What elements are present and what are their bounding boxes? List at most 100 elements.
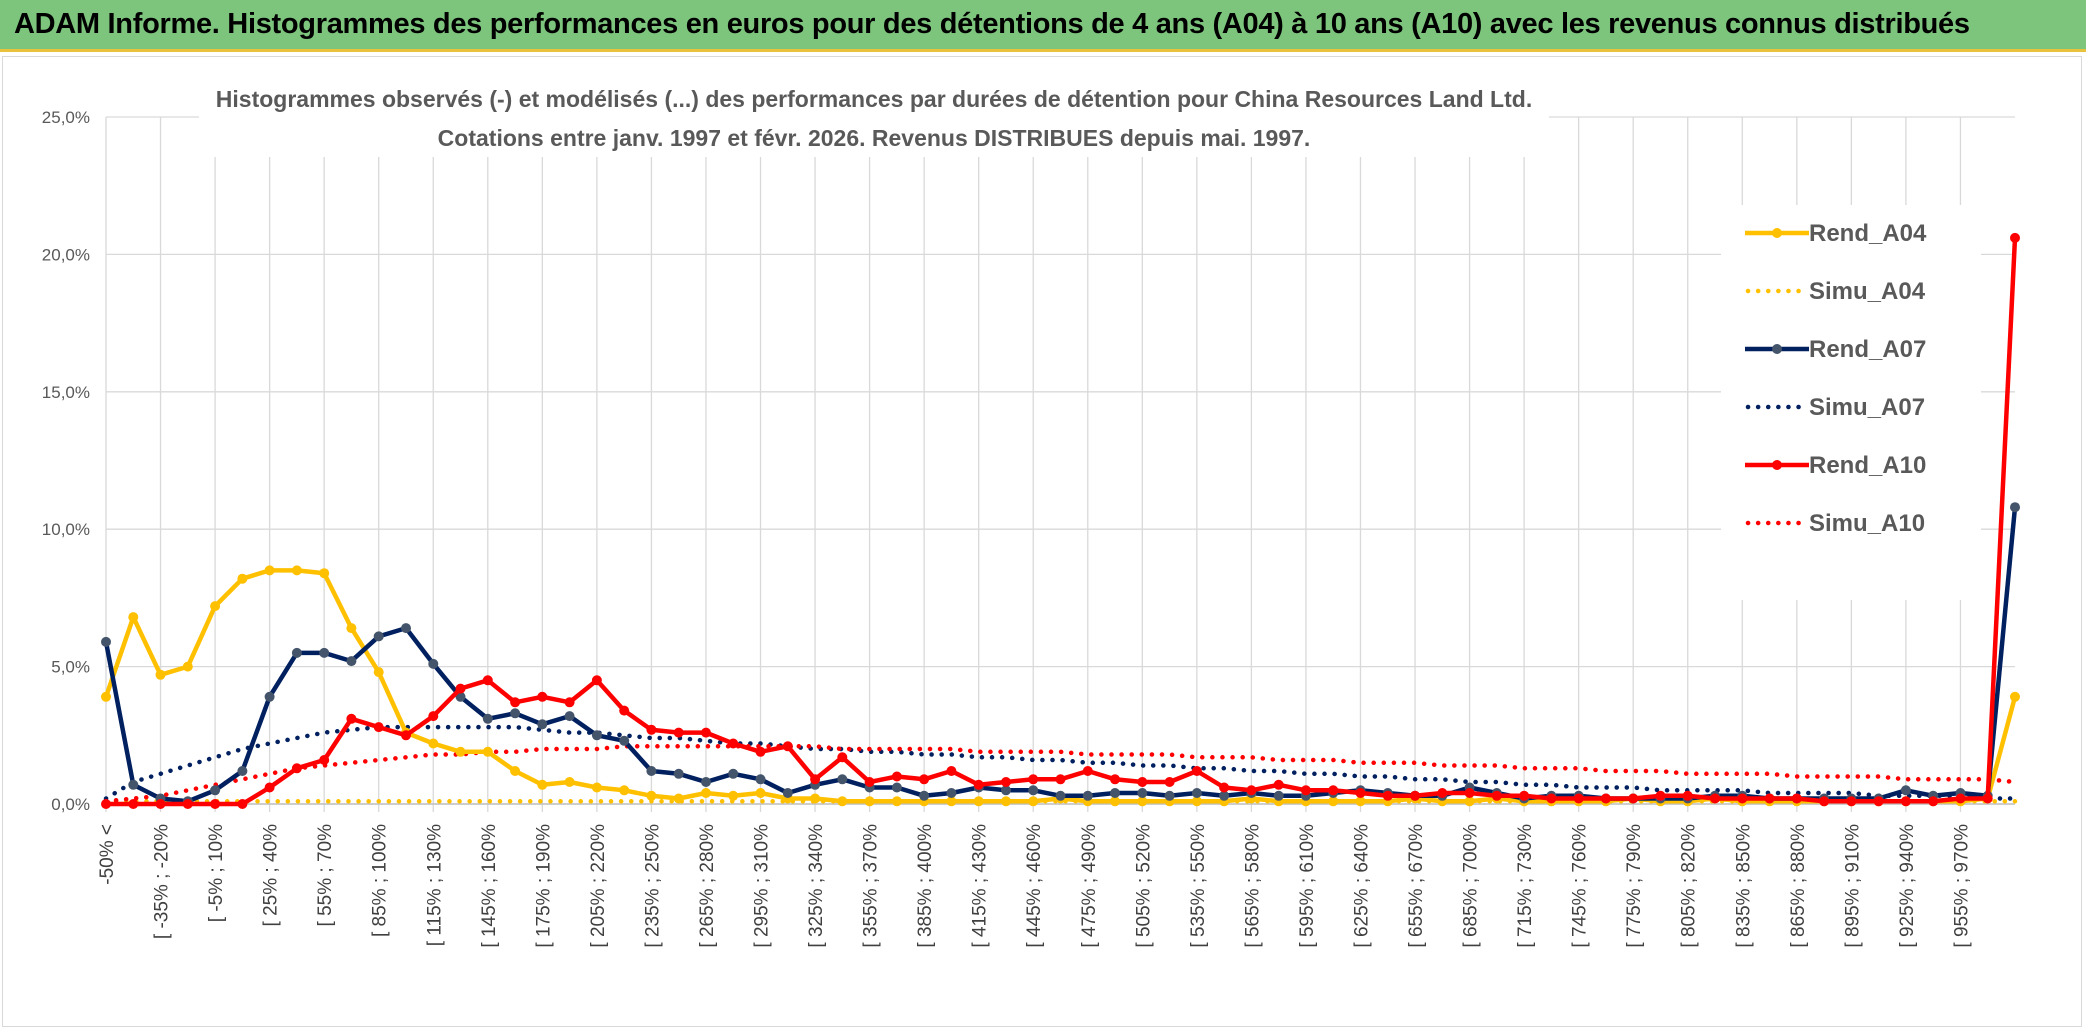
- data-point-rend-a07: [291, 647, 302, 658]
- data-point-rend-a07: [1164, 790, 1175, 801]
- data-point-rend-a10: [864, 777, 875, 787]
- x-tick-label: [ 595% ; 610%: [1297, 824, 1318, 948]
- data-point-rend-a04: [482, 746, 493, 757]
- data-point-rend-a04: [1137, 796, 1148, 807]
- data-point-rend-a07: [1110, 788, 1120, 798]
- legend-item-simu-a04: Simu_A04: [1745, 278, 1926, 305]
- data-point-rend-a04: [1328, 796, 1339, 807]
- data-point-rend-a10: [1300, 785, 1311, 796]
- data-point-rend-a04: [810, 793, 821, 804]
- data-point-rend-a10: [1628, 793, 1639, 804]
- data-point-rend-a07: [537, 719, 548, 730]
- data-point-rend-a10: [1001, 777, 1011, 787]
- data-point-rend-a10: [1873, 796, 1884, 807]
- data-point-rend-a10: [1655, 790, 1666, 801]
- legend-item-rend-a10: Rend_A10: [1745, 452, 1926, 479]
- data-point-rend-a10: [1328, 785, 1339, 796]
- data-point-rend-a04: [291, 565, 302, 576]
- data-point-rend-a07: [2010, 502, 2020, 513]
- data-point-rend-a04: [210, 601, 221, 612]
- data-point-rend-a04: [2010, 691, 2020, 702]
- data-point-rend-a10: [1764, 793, 1775, 804]
- data-point-rend-a07: [591, 730, 602, 741]
- data-point-rend-a10: [1600, 793, 1611, 804]
- data-point-rend-a10: [1900, 796, 1911, 807]
- data-point-rend-a10: [537, 691, 548, 702]
- x-tick-label: [ 115% ; 130%: [424, 824, 445, 946]
- series-rend-a04: [101, 565, 2020, 807]
- data-point-rend-a07: [264, 691, 275, 702]
- legend-background: [1721, 205, 1981, 600]
- data-point-rend-a04: [864, 796, 875, 807]
- data-point-rend-a04: [1028, 796, 1039, 807]
- x-tick-label: [ 295% ; 310%: [752, 824, 773, 948]
- series-simu-a10: [103, 744, 2018, 804]
- data-point-rend-a07: [1191, 788, 1202, 798]
- data-point-rend-a04: [155, 669, 166, 680]
- report-header: ADAM Informe. Histogrammes des performan…: [0, 0, 2086, 52]
- data-point-rend-a10: [919, 774, 930, 785]
- y-tick-label: 5,0%: [51, 658, 90, 677]
- data-point-rend-a10: [1573, 793, 1584, 804]
- data-point-rend-a10: [237, 799, 248, 809]
- data-point-rend-a10: [1546, 793, 1557, 804]
- data-point-rend-a04: [728, 790, 739, 801]
- series-simu-a07: [103, 724, 2018, 801]
- x-tick-label: [ 475% ; 490%: [1079, 824, 1100, 948]
- data-point-rend-a10: [210, 799, 221, 809]
- y-tick-label: 25,0%: [42, 108, 90, 127]
- data-point-rend-a07: [401, 623, 411, 634]
- x-tick-label: [ -5% ; 10%: [206, 824, 227, 922]
- x-tick-label: [ 355% ; 370%: [861, 824, 882, 948]
- data-point-rend-a10: [1928, 796, 1939, 807]
- data-point-rend-a04: [101, 691, 111, 702]
- x-tick-label: [ 565% ; 580%: [1242, 824, 1263, 948]
- series-line-rend-a04: [103, 568, 2018, 804]
- data-point-rend-a10: [1846, 796, 1857, 807]
- y-tick-label: 15,0%: [42, 383, 90, 402]
- series-line-simu-a07: [103, 724, 2018, 801]
- data-point-rend-a10: [155, 799, 166, 809]
- x-tick-label: [ 685% ; 700%: [1461, 824, 1482, 948]
- x-tick-label: [ 145% ; 160%: [479, 824, 500, 948]
- legend-label: Simu_A07: [1809, 394, 1925, 421]
- x-tick-label: [ 385% ; 400%: [915, 824, 936, 948]
- y-tick-label: 10,0%: [42, 520, 90, 539]
- data-point-rend-a04: [564, 777, 575, 787]
- x-tick-label: [ 865% ; 880%: [1788, 824, 1809, 948]
- data-point-rend-a04: [128, 612, 139, 623]
- data-point-rend-a10: [1682, 790, 1693, 801]
- data-point-rend-a07: [128, 779, 139, 790]
- data-point-rend-a04: [755, 788, 766, 798]
- data-point-rend-a04: [646, 790, 657, 801]
- x-tick-label: [ 835% ; 850%: [1733, 824, 1754, 948]
- data-point-rend-a07: [1082, 790, 1093, 801]
- data-point-rend-a04: [319, 568, 330, 579]
- x-tick-label: [ 745% ; 760%: [1570, 824, 1591, 948]
- data-point-rend-a04: [837, 796, 848, 807]
- legend-item-rend-a04: Rend_A04: [1745, 220, 1927, 247]
- legend-marker: [1772, 344, 1782, 354]
- chart-title-background: [199, 81, 1549, 157]
- data-point-rend-a10: [1382, 790, 1393, 801]
- chart-title-line1: Histogrammes observés (-) et modélisés (…: [216, 86, 1532, 112]
- x-tick-label: -50% <: [97, 824, 118, 885]
- data-point-rend-a10: [1191, 766, 1202, 776]
- x-tick-label: [ 55% ; 70%: [315, 824, 336, 927]
- data-point-rend-a10: [1464, 788, 1475, 798]
- series-lines: [101, 232, 2020, 809]
- data-point-rend-a10: [510, 697, 521, 708]
- data-point-rend-a04: [1191, 796, 1202, 807]
- data-point-rend-a07: [1137, 788, 1148, 798]
- legend-label: Rend_A04: [1809, 220, 1927, 247]
- data-point-rend-a10: [1246, 785, 1257, 796]
- data-point-rend-a10: [1164, 777, 1175, 787]
- data-point-rend-a10: [1110, 774, 1120, 785]
- x-tick-label: [ 655% ; 670%: [1406, 824, 1427, 948]
- x-tick-label: [ 805% ; 820%: [1679, 824, 1700, 948]
- x-tick-label: [ 235% ; 250%: [642, 824, 663, 948]
- data-point-rend-a04: [537, 779, 548, 790]
- legend-label: Simu_A04: [1809, 278, 1926, 305]
- data-point-rend-a10: [101, 799, 111, 809]
- data-point-rend-a10: [428, 711, 439, 722]
